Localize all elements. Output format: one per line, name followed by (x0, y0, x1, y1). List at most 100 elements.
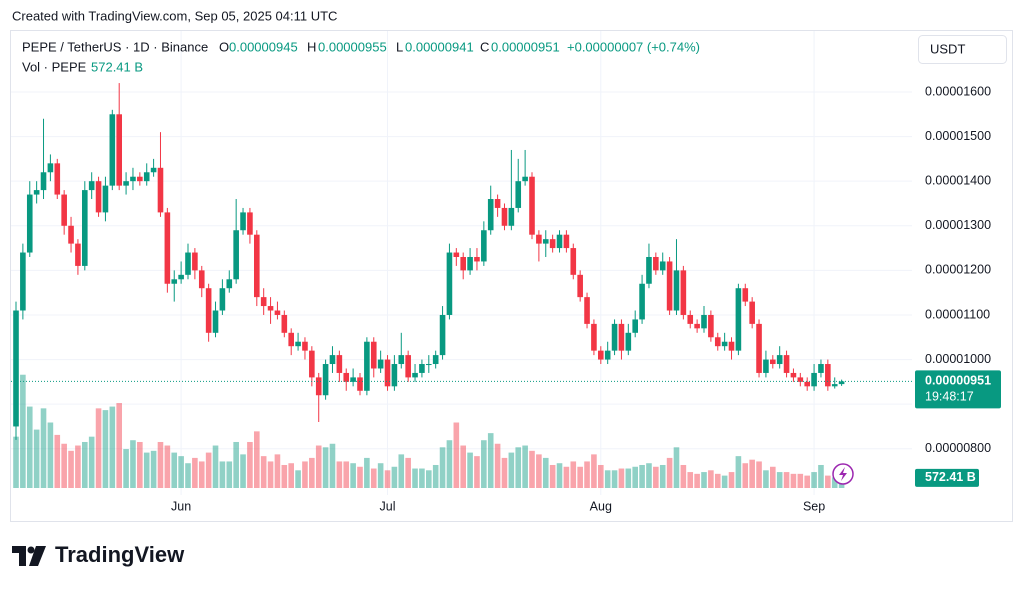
candle-body (274, 310, 281, 315)
volume-bar (467, 452, 473, 488)
candle-body (157, 167, 164, 213)
candle-body (460, 256, 466, 271)
x-tick-label: Jun (171, 499, 191, 513)
y-tick-label: 0.00001400 (925, 173, 991, 187)
candle-body (549, 239, 556, 249)
volume-bar (412, 468, 418, 488)
candle-body (336, 355, 343, 373)
y-tick-label: 0.00001000 (925, 352, 991, 366)
volume-bar (432, 464, 439, 488)
volume-bar (790, 473, 797, 488)
candle-body (178, 274, 184, 280)
candle-body (171, 279, 178, 284)
volume-bar (659, 464, 666, 488)
candle-body (102, 185, 109, 213)
candle-body (735, 288, 742, 351)
volume-bar (591, 454, 597, 488)
candle-body (508, 207, 515, 226)
volume-bar (405, 457, 411, 488)
volume-bar (811, 472, 817, 488)
volume-bar (61, 443, 67, 488)
volume-bar (529, 450, 535, 488)
volume-bar (694, 473, 700, 488)
volume-bar (474, 456, 480, 488)
legend-value: 0.00000951 (491, 39, 560, 54)
candle-body (728, 341, 735, 351)
candle-body (68, 225, 74, 244)
candle-body (680, 270, 687, 315)
volume-bar (82, 441, 88, 488)
volume-bar (329, 443, 336, 488)
candle-body (164, 212, 171, 284)
volume-bar (556, 463, 563, 488)
candle-body (563, 234, 570, 249)
volume-bar (598, 464, 604, 488)
candle-body (701, 314, 707, 329)
volume-bar (164, 445, 171, 488)
volume-bar (350, 463, 356, 488)
volume-bar (831, 477, 838, 488)
candle-body (783, 355, 790, 373)
volume-bar (88, 436, 95, 488)
candle-body (75, 243, 81, 266)
volume-bar (267, 461, 274, 488)
volume-bar (47, 422, 54, 488)
candle-body (763, 359, 769, 373)
volume-bar (508, 452, 515, 488)
volume-bar (701, 472, 707, 488)
candle-body (123, 181, 129, 186)
volume-bar (818, 464, 824, 488)
y-tick-label: 0.00001100 (925, 307, 990, 321)
volume-bar (639, 464, 645, 488)
y-tick-label: 0.00001200 (925, 263, 991, 277)
candle-body (522, 176, 528, 182)
candle-body (198, 270, 205, 289)
volume-bar (439, 447, 446, 488)
legend-value: 0.00000945 (229, 39, 298, 54)
volume-bar (343, 461, 350, 488)
volume-bar (776, 472, 783, 488)
volume-bar (687, 472, 694, 488)
volume-bar (549, 464, 556, 488)
candle-body (219, 288, 226, 311)
volume-bar (625, 468, 632, 488)
volume-bar (309, 457, 315, 488)
candle-body (446, 252, 453, 315)
volume-bar (178, 456, 184, 488)
candles (11, 83, 912, 440)
candle-body (130, 176, 136, 182)
candle-body (749, 301, 755, 324)
volume-bar (756, 461, 762, 488)
candle-body (54, 163, 61, 195)
candle-body (40, 172, 47, 191)
volume-bar (26, 406, 33, 488)
currency[interactable]: USDT (930, 41, 965, 56)
candle-body (150, 167, 157, 173)
volume-bar (171, 452, 178, 488)
y-tick-label: 0.00000800 (925, 441, 991, 455)
volume-bar (150, 450, 157, 488)
candle-body (501, 207, 508, 226)
currency-button[interactable] (918, 35, 1007, 64)
price-tag-text: 0.00000951 (925, 374, 991, 388)
volume-bar (742, 463, 749, 488)
candle-body (838, 381, 845, 385)
candle-body (673, 270, 680, 311)
volume-bar (721, 475, 728, 488)
legend-change: +0.00000007 (+0.74%) (567, 39, 700, 54)
candle-body (831, 384, 838, 387)
legend-value: 0.00000955 (318, 39, 387, 54)
candle-body (350, 377, 356, 382)
volume-bar (377, 463, 384, 488)
countdown: 19:48:17 (925, 390, 974, 404)
volume-bar (254, 431, 260, 488)
candle-body (419, 364, 425, 373)
volume-bar (391, 466, 398, 488)
volume-bar (487, 433, 494, 488)
candle-body (205, 288, 212, 333)
candle-body (192, 252, 198, 271)
volume-bar (198, 461, 205, 488)
x-tick-label: Jul (380, 499, 396, 513)
volume-bar (102, 410, 109, 488)
volume-bar (137, 441, 143, 488)
